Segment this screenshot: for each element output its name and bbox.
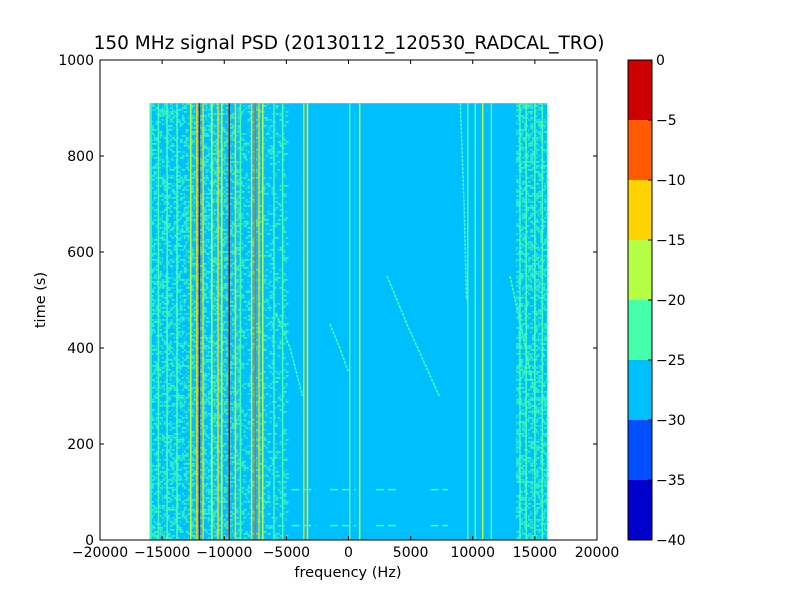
colorbar-segment <box>628 360 652 420</box>
x-tick-label: 15000 <box>513 545 558 561</box>
colorbar-segment <box>628 60 652 120</box>
heatmap-layer <box>149 103 550 541</box>
y-tick-label: 0 <box>85 533 94 549</box>
drift-track-2 <box>329 323 350 373</box>
y-tick-label: 200 <box>67 437 94 453</box>
colorbar-tick-label: 0 <box>656 53 665 69</box>
colorbar-segments <box>628 60 652 540</box>
colorbar-segment <box>628 480 652 540</box>
y-axis: 0 200 400 600 800 1000 <box>58 53 597 549</box>
x-tick-label: −15000 <box>134 545 190 561</box>
drift-track-4 <box>509 275 536 397</box>
x-tick-label: 10000 <box>450 545 495 561</box>
x-tick-label: −20000 <box>72 545 128 561</box>
colorbar-segment <box>628 420 652 480</box>
y-axis-label: time (s) <box>33 272 49 328</box>
drift-track-3 <box>459 103 468 301</box>
colorbar-tick-label: −10 <box>656 173 686 189</box>
x-tick-label: 5000 <box>393 545 429 561</box>
colorbar-segment <box>628 120 652 180</box>
y-tick-label: 800 <box>67 149 94 165</box>
x-axis: −20000 −15000 −10000 −5000 0 5000 10000 15000 20… <box>72 60 619 561</box>
x-tick-label: 0 <box>344 545 353 561</box>
colorbar-segment <box>628 180 652 240</box>
drift-track-1 <box>275 314 304 397</box>
colorbar-tick-label: −25 <box>656 353 686 369</box>
x-axis-label: frequency (Hz) <box>294 565 401 581</box>
colorbar-tick-label: −20 <box>656 293 686 309</box>
chart-title: 150 MHz signal PSD (20130112_120530_RADC… <box>94 33 605 54</box>
colorbar: −40 −35 −30 −25 −20 −15 −10 −5 0 <box>627 53 686 549</box>
y-tick-label: 600 <box>67 245 94 261</box>
colorbar-segment <box>628 300 652 360</box>
colorbar-tick-label: −40 <box>656 533 686 549</box>
colorbar-ticks: −40 −35 −30 −25 −20 −15 −10 −5 0 <box>648 53 686 549</box>
y-tick-label: 1000 <box>58 53 94 69</box>
plot-area <box>99 59 598 541</box>
x-tick-label: −5000 <box>263 545 310 561</box>
colorbar-tick-label: −15 <box>656 233 686 249</box>
colorbar-tick-label: −30 <box>656 413 686 429</box>
colorbar-tick-label: −5 <box>656 113 677 129</box>
x-tick-label: 20000 <box>575 545 620 561</box>
x-tick-label: −10000 <box>196 545 252 561</box>
colorbar-segment <box>628 240 652 300</box>
y-tick-label: 400 <box>67 341 94 357</box>
colorbar-tick-label: −35 <box>656 473 686 489</box>
drift-track-0 <box>386 275 440 397</box>
